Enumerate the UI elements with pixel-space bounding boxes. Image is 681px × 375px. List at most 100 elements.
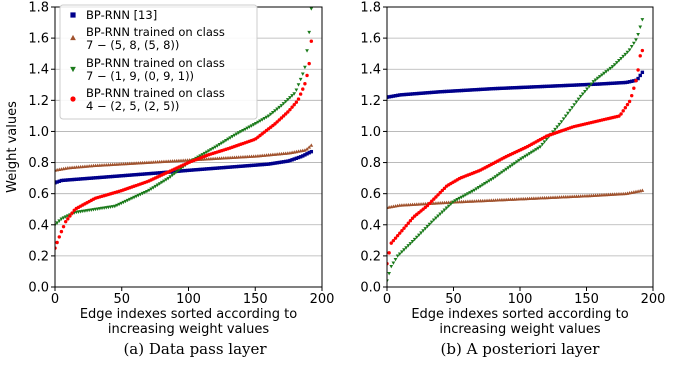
x-axis-label: increasing weight values [439, 322, 601, 337]
data-point [59, 217, 64, 221]
data-point [249, 124, 254, 128]
data-point [151, 186, 156, 190]
data-point [638, 54, 642, 58]
y-tick-label: 0.4 [360, 218, 381, 233]
data-point [432, 197, 436, 201]
data-point [521, 85, 525, 90]
data-point [181, 169, 185, 173]
y-tick-label: 1.6 [28, 32, 49, 47]
data-point [298, 77, 303, 82]
data-point [632, 86, 636, 90]
data-point [595, 82, 600, 86]
data-point [478, 184, 483, 189]
data-point [301, 154, 305, 158]
x-tick-label: 200 [641, 292, 666, 307]
data-point [549, 84, 553, 88]
data-point [296, 97, 301, 101]
data-point [307, 30, 312, 35]
data-point [440, 89, 445, 94]
data-point [72, 177, 76, 182]
data-point [485, 87, 489, 91]
data-point [617, 81, 621, 85]
data-point [510, 86, 515, 90]
data-point [534, 148, 538, 152]
data-point [495, 173, 500, 178]
y-tick-label: 1.6 [360, 32, 381, 47]
data-point [440, 210, 445, 214]
data-point [602, 71, 606, 76]
data-point [551, 84, 555, 88]
y-tick-label: 0.0 [28, 281, 49, 296]
data-point [627, 80, 632, 84]
data-point [561, 83, 566, 88]
data-point [232, 133, 237, 138]
data-point [140, 172, 145, 176]
data-point [495, 86, 500, 91]
data-point [523, 154, 528, 159]
data-point [134, 172, 138, 177]
x-tick-label: 0 [383, 292, 391, 307]
data-point [587, 84, 592, 89]
data-point [254, 163, 258, 167]
data-point [502, 86, 506, 90]
data-point [408, 242, 413, 246]
data-point [506, 86, 510, 90]
y-tick-label: 0.2 [28, 249, 49, 264]
data-point [194, 168, 198, 172]
data-point [597, 75, 602, 79]
data-point [589, 82, 594, 86]
chart-panel-a: 0.0 0.2 0.4 0.6 0.8 1.0 1.2 1.4 1.6 1.8 0 50 100 150 2… [5, 1, 334, 338]
data-point [425, 203, 430, 208]
data-point [179, 169, 183, 173]
data-point [451, 200, 455, 204]
data-point [514, 160, 519, 164]
data-point [251, 163, 256, 167]
data-point [393, 94, 398, 98]
data-point [136, 172, 141, 177]
data-point [459, 88, 464, 93]
data-point [540, 84, 545, 89]
data-point [510, 163, 515, 167]
data-point [241, 164, 245, 168]
data-point [530, 85, 534, 89]
data-point [583, 89, 587, 94]
data-point [290, 158, 294, 162]
data-point [119, 174, 123, 178]
data-point [166, 176, 171, 181]
data-point [538, 84, 542, 89]
data-point [57, 219, 62, 223]
data-point [570, 106, 575, 110]
data-point [258, 119, 262, 123]
data-point [290, 105, 294, 109]
series-0 [387, 70, 645, 99]
data-point [286, 110, 290, 114]
data-point [256, 120, 260, 125]
x-tick-label: 150 [574, 292, 599, 307]
data-point [465, 192, 470, 196]
data-point [157, 182, 162, 186]
data-point [527, 152, 532, 156]
data-point [461, 88, 466, 93]
data-point [440, 188, 445, 193]
data-point [610, 65, 615, 69]
data-point [155, 183, 160, 187]
x-tick-label: 150 [243, 292, 268, 307]
data-point [70, 211, 74, 215]
x-tick-label: 100 [176, 292, 201, 307]
data-point [529, 150, 534, 155]
data-point [91, 176, 96, 180]
data-point [638, 25, 643, 29]
data-point [604, 70, 609, 74]
legend-label: 7 − (5, 8, (5, 8)) [86, 38, 179, 52]
x-tick-label: 50 [445, 292, 462, 307]
data-point [419, 231, 423, 235]
data-point [576, 83, 581, 87]
data-point [464, 88, 468, 92]
data-point [309, 143, 314, 147]
data-point [506, 166, 511, 170]
data-point [222, 165, 226, 170]
data-point [544, 137, 549, 142]
data-point [544, 84, 549, 89]
data-point [640, 48, 645, 53]
